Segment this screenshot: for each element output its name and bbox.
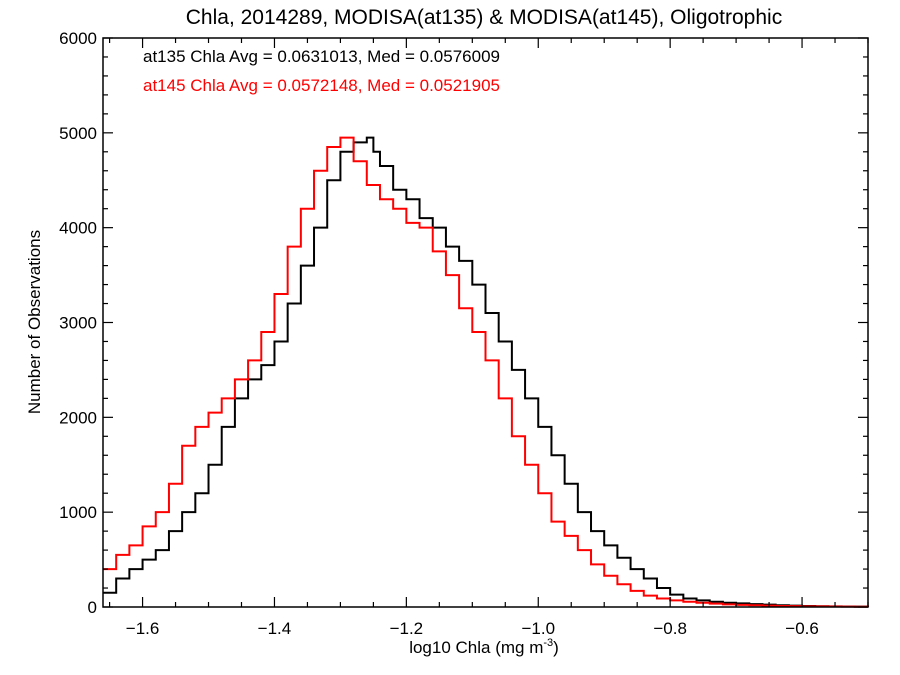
plot-frame bbox=[102, 37, 869, 608]
y-tick-label-1: 1000 bbox=[59, 503, 97, 522]
x-tick-label-5: −0.6 bbox=[785, 619, 819, 638]
chart-title: Chla, 2014289, MODISA(at135) & MODISA(at… bbox=[186, 6, 782, 29]
y-tick-label-0: 0 bbox=[88, 598, 97, 617]
x-tick-label-0: −1.6 bbox=[126, 619, 160, 638]
y-tick-label-2: 2000 bbox=[59, 408, 97, 427]
y-tick-label-5: 5000 bbox=[59, 124, 97, 143]
x-axis-label: log10 Chla (mg m-3) bbox=[409, 637, 559, 657]
y-axis-label: Number of Observations bbox=[25, 230, 44, 414]
annotation-at135: at135 Chla Avg = 0.0631013, Med = 0.0576… bbox=[143, 47, 500, 66]
series-line-0 bbox=[103, 136, 869, 608]
x-tick-label-2: −1.2 bbox=[390, 619, 424, 638]
x-axis-label-sup: -3 bbox=[543, 637, 553, 649]
x-axis-label-end: ) bbox=[553, 638, 559, 657]
x-tick-label-4: −0.8 bbox=[653, 619, 687, 638]
ticks-layer: −1.6 −1.4 −1.2 −1.0 −0.8 −0.6 0 1000 2000 3000 400… bbox=[59, 29, 869, 638]
annotation-at145: at145 Chla Avg = 0.0572148, Med = 0.0521… bbox=[143, 76, 500, 95]
x-axis-label-main: log10 Chla (mg m bbox=[409, 638, 543, 657]
series-line-1 bbox=[103, 136, 869, 608]
x-tick-label-1: −1.4 bbox=[258, 619, 292, 638]
series-layer bbox=[103, 136, 869, 608]
y-tick-label-6: 6000 bbox=[59, 29, 97, 48]
x-tick-label-3: −1.0 bbox=[521, 619, 555, 638]
y-tick-label-3: 3000 bbox=[59, 314, 97, 333]
y-tick-label-4: 4000 bbox=[59, 219, 97, 238]
